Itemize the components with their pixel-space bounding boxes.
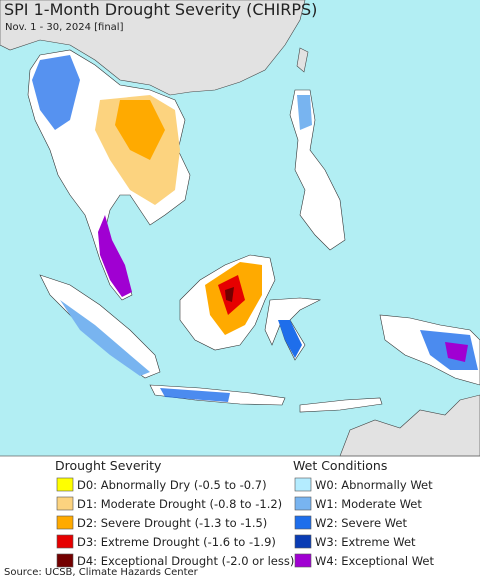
taiwan — [296, 47, 309, 73]
legend-label: W2: Severe Wet — [315, 516, 407, 530]
legend-label: W0: Abnormally Wet — [315, 478, 433, 492]
land-australia — [339, 394, 480, 457]
wet-area — [445, 342, 468, 362]
drought-area — [115, 100, 165, 160]
land-philippines — [289, 89, 346, 251]
subtitle: Nov. 1 - 30, 2024 [final] — [5, 22, 124, 33]
legend-swatch — [294, 477, 312, 492]
land-north — [0, 0, 306, 96]
source: Source: UCSB, Climate Hazards Center — [4, 567, 199, 578]
land-islands — [299, 397, 383, 413]
legend-swatch — [294, 496, 312, 511]
land-sumatra — [39, 274, 161, 379]
legend-label: D3: Extreme Drought (-1.6 to -1.9) — [77, 535, 276, 549]
wet-area — [297, 95, 312, 130]
legend-swatch — [294, 534, 312, 549]
map: SPI 1-Month Drought Severity (CHIRPS) No… — [0, 0, 480, 457]
legend-title: Drought Severity — [55, 458, 162, 473]
legend-label: W4: Exceptional Wet — [315, 554, 434, 568]
legend-label: D2: Severe Drought (-1.3 to -1.5) — [77, 516, 267, 530]
wet-area — [160, 388, 230, 402]
wet-area — [278, 320, 302, 358]
legend-swatch — [56, 477, 74, 492]
title: SPI 1-Month Drought Severity (CHIRPS) — [4, 0, 317, 19]
legend-swatch — [56, 496, 74, 511]
wet-area — [60, 300, 150, 376]
legend-label: D4: Exceptional Drought (-2.0 or less) — [77, 554, 294, 568]
legend-swatch — [56, 553, 74, 568]
legend: Drought Severity Wet Conditions D0: Abno… — [55, 458, 434, 568]
legend-swatch — [294, 515, 312, 530]
legend-swatch — [294, 553, 312, 568]
wet-area — [32, 55, 80, 130]
wet-area — [98, 215, 132, 297]
legend-label: W3: Extreme Wet — [315, 535, 416, 549]
legend-swatch — [56, 534, 74, 549]
legend-swatch — [56, 515, 74, 530]
legend-label: W1: Moderate Wet — [315, 497, 422, 511]
drought-area — [225, 287, 234, 302]
legend-label: D0: Abnormally Dry (-0.5 to -0.7) — [77, 478, 267, 492]
legend-title: Wet Conditions — [293, 458, 387, 473]
legend-label: D1: Moderate Drought (-0.8 to -1.2) — [77, 497, 282, 511]
